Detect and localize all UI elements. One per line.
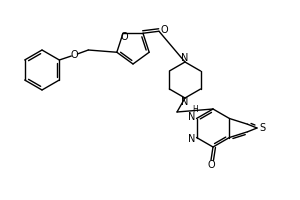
Text: N: N (181, 97, 189, 107)
Text: O: O (160, 25, 168, 35)
Text: N: N (188, 134, 195, 144)
Text: O: O (207, 160, 215, 170)
Text: S: S (259, 123, 265, 133)
Text: N: N (188, 112, 195, 121)
Text: O: O (70, 50, 78, 60)
Text: N: N (181, 53, 189, 63)
Text: H: H (193, 105, 198, 114)
Text: O: O (120, 32, 128, 42)
